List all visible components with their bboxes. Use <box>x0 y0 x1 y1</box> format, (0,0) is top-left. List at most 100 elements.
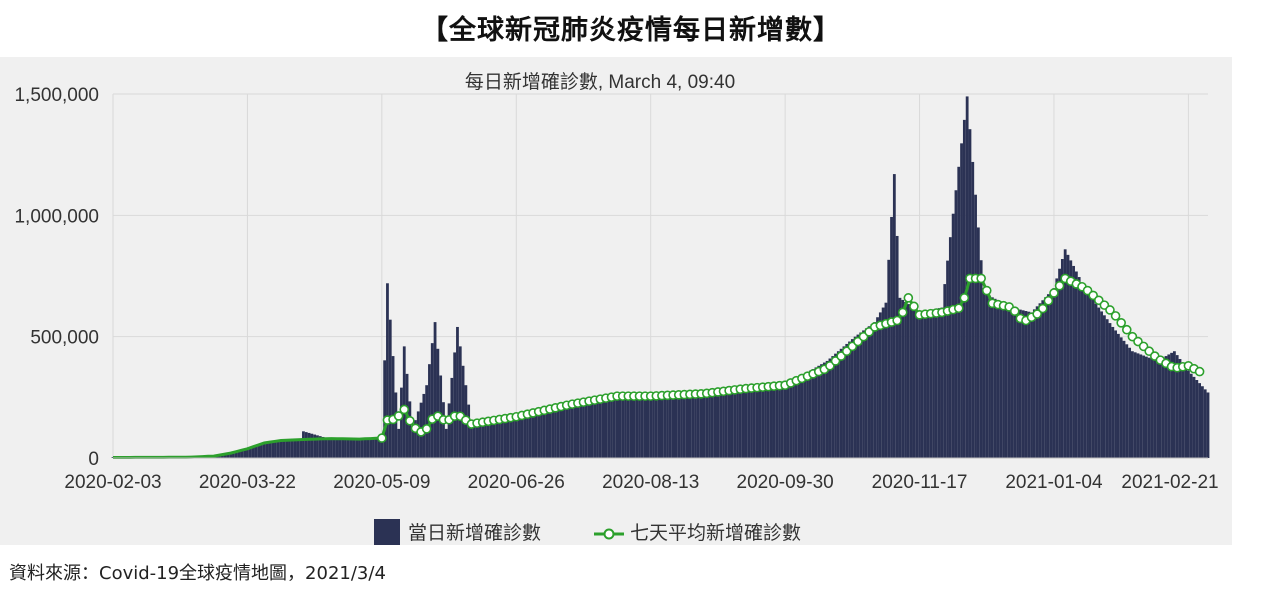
daily-cases-bar <box>685 393 689 458</box>
daily-cases-bar <box>1184 366 1187 458</box>
daily-cases-bar <box>831 356 835 458</box>
daily-cases-bar <box>316 435 319 458</box>
daily-cases-bar <box>442 402 445 458</box>
daily-cases-bar <box>702 392 706 458</box>
daily-cases-bar <box>313 434 317 458</box>
daily-cases-bar <box>724 389 728 458</box>
daily-cases-bar <box>299 438 303 458</box>
daily-cases-bar <box>218 455 221 458</box>
daily-cases-bar <box>234 452 238 458</box>
daily-cases-bar <box>1063 249 1067 458</box>
daily-cases-bar <box>778 385 781 458</box>
seven-day-average-point <box>377 433 387 443</box>
daily-cases-bar <box>444 428 448 458</box>
x-tick-label: 2020-09-30 <box>737 472 834 493</box>
daily-cases-bar <box>1198 383 1201 458</box>
seven-day-average-point <box>1110 311 1121 321</box>
daily-cases-bar <box>1074 271 1078 458</box>
daily-cases-bar <box>929 309 933 458</box>
daily-cases-bar <box>780 385 784 458</box>
daily-cases-bar <box>551 406 555 458</box>
daily-cases-bar <box>391 356 395 458</box>
daily-cases-bar <box>1189 373 1193 458</box>
daily-cases-bar <box>993 298 997 458</box>
daily-cases-bar <box>696 392 700 458</box>
daily-cases-bar <box>901 299 905 458</box>
daily-cases-bar <box>1147 357 1151 458</box>
daily-cases-bar <box>500 419 504 458</box>
daily-cases-bar <box>240 451 244 458</box>
daily-cases-bar <box>772 385 776 458</box>
seven-day-average-point <box>981 285 992 296</box>
daily-cases-bar <box>498 419 501 458</box>
daily-cases-bar <box>436 348 440 458</box>
daily-cases-bar <box>688 393 692 458</box>
seven-day-average-point <box>399 404 410 415</box>
daily-cases-bar <box>414 420 417 458</box>
daily-cases-bar <box>1066 254 1070 458</box>
daily-cases-bar <box>932 309 935 458</box>
daily-cases-bar <box>1186 370 1190 458</box>
daily-cases-bar <box>640 394 644 458</box>
daily-cases-bar <box>1083 288 1087 458</box>
daily-cases-bar <box>845 343 849 458</box>
daily-cases-bar <box>769 386 773 458</box>
daily-cases-bar <box>531 412 535 458</box>
daily-cases-bar <box>873 322 877 458</box>
daily-cases-bar <box>1156 360 1159 458</box>
daily-cases-bar <box>503 418 507 458</box>
page-headline: 【全球新冠肺炎疫情每日新增數】 <box>421 15 841 46</box>
daily-cases-bar <box>568 402 571 458</box>
daily-cases-bar <box>979 260 983 458</box>
x-tick-label: 2021-01-04 <box>1005 472 1103 493</box>
daily-cases-bar <box>400 387 403 458</box>
daily-cases-bar <box>495 419 499 458</box>
daily-cases-bar <box>288 439 291 458</box>
daily-cases-bar <box>1100 311 1103 458</box>
daily-cases-bar <box>856 334 860 458</box>
daily-cases-bar <box>974 194 977 458</box>
daily-cases-bar <box>870 324 874 458</box>
y-tick-label: 500,000 <box>30 328 99 349</box>
daily-cases-bar <box>1136 353 1140 458</box>
daily-cases-bar <box>946 260 949 458</box>
daily-cases-bar <box>512 417 515 458</box>
legend-line-marker <box>603 528 615 540</box>
daily-cases-bar <box>290 439 294 458</box>
y-tick-label: 1,500,000 <box>14 85 99 106</box>
daily-cases-bar <box>285 439 289 458</box>
daily-cases-bar <box>254 446 258 458</box>
daily-cases-bar <box>430 343 434 458</box>
daily-cases-bar <box>646 394 650 458</box>
daily-cases-bar <box>705 392 709 458</box>
daily-cases-bar <box>562 403 566 458</box>
daily-cases-bar <box>590 397 594 458</box>
daily-cases-bar <box>766 386 770 458</box>
daily-cases-bar <box>789 381 793 458</box>
daily-cases-bar <box>262 443 266 458</box>
daily-cases-bar <box>397 428 401 458</box>
daily-cases-bar <box>540 409 543 458</box>
daily-cases-bar <box>1158 359 1162 458</box>
line-layer <box>113 273 1205 459</box>
daily-cases-bar <box>1013 308 1017 458</box>
daily-cases-bar <box>674 393 678 458</box>
daily-cases-bar <box>570 401 574 458</box>
daily-cases-bar <box>366 437 370 458</box>
x-tick-label: 2020-06-26 <box>468 472 565 493</box>
daily-cases-bar <box>1046 294 1050 458</box>
seven-day-average-point <box>1043 295 1054 306</box>
daily-cases-bar <box>887 259 891 458</box>
seven-day-average-point <box>393 411 404 421</box>
daily-cases-bar <box>456 326 459 458</box>
daily-cases-bar <box>1027 311 1031 458</box>
seven-day-average-point <box>1105 305 1115 315</box>
daily-cases-bar <box>635 393 639 458</box>
daily-cases-bar <box>1002 303 1005 458</box>
daily-cases-bar <box>1097 307 1101 458</box>
daily-cases-bar <box>864 328 868 458</box>
y-tick-label: 1,000,000 <box>14 206 99 227</box>
daily-cases-bar <box>304 432 308 458</box>
daily-cases-bar <box>1018 309 1022 458</box>
daily-cases-bar <box>890 216 893 458</box>
